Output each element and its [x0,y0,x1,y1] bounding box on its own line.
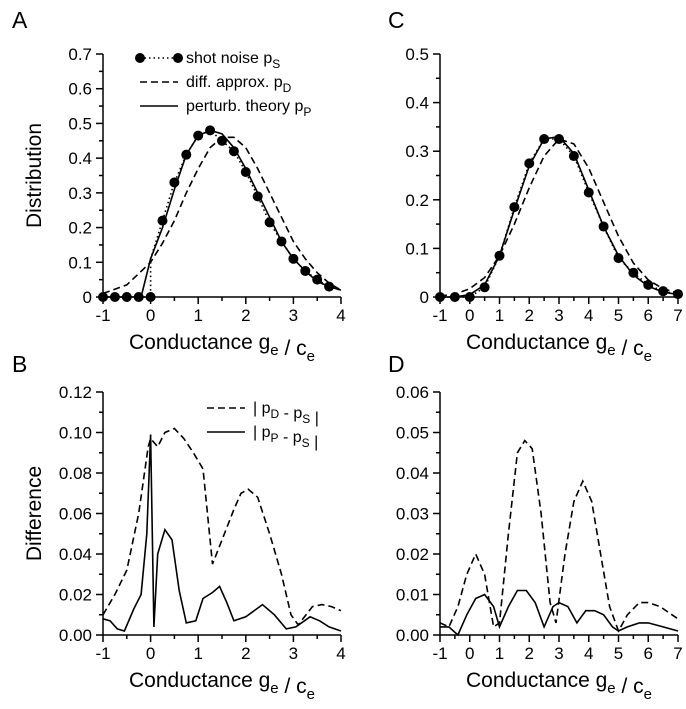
x-tick-label: 6 [644,306,653,325]
y-tick-label: 0.4 [405,94,429,113]
panel-label: A [12,7,28,33]
legend-marker [173,53,183,63]
y-tick-label: 0 [83,288,92,307]
y-tick-label: 0.1 [405,239,429,258]
y-tick-label: 0.00 [59,626,92,645]
x-tick-label: 2 [241,306,250,325]
series-line [439,138,679,297]
series-line [439,439,679,633]
y-tick-label: 0.06 [396,383,429,402]
series-line [440,138,679,298]
y-tick-label: 0.2 [68,219,92,238]
legend-label: perturb. theory pP [186,98,311,119]
y-tick-label: 0.03 [396,505,429,524]
y-tick-label: 0.7 [68,45,92,64]
y-tick-label: 0.04 [396,464,429,483]
data-point [145,292,156,302]
y-tick-label: 0.10 [59,424,92,443]
x-tick-label: 4 [336,306,345,325]
series-line [102,427,342,627]
y-tick-label: 0.02 [59,586,92,605]
y-tick-label: 0.3 [68,184,92,203]
x-axis-label: Conductance ge / ce [466,331,652,365]
series-line [102,136,342,295]
y-tick-label: 0.00 [396,626,429,645]
series-line [103,129,342,298]
y-axis-label: Difference [23,466,46,561]
x-axis-label: Conductance ge / ce [466,669,652,703]
y-tick-label: 0.6 [68,80,92,99]
panel-label: D [388,351,405,377]
x-tick-label: -1 [432,644,447,663]
x-tick-label: 0 [146,644,155,663]
y-tick-label: 0.2 [405,191,429,210]
y-tick-label: 0.5 [68,114,92,133]
legend: | pD - pS || pP - pS | [207,400,319,451]
y-tick-label: 0.08 [59,464,92,483]
x-tick-label: 5 [614,306,623,325]
x-tick-label: 7 [673,644,682,663]
x-tick-label: 2 [241,644,250,663]
series-line [440,135,679,298]
panel-label: B [12,351,27,377]
legend-marker [135,53,145,63]
x-tick-label: 0 [465,306,474,325]
y-tick-label: 0.4 [68,149,92,168]
x-tick-label: 5 [614,644,623,663]
y-tick-label: 0.12 [59,383,92,402]
x-tick-label: 2 [525,306,534,325]
x-tick-label: 4 [584,644,593,663]
x-tick-label: -1 [95,644,110,663]
y-tick-label: 0.04 [59,545,92,564]
x-tick-label: 1 [495,644,504,663]
x-tick-label: 1 [495,306,504,325]
y-axis-label: Distribution [23,123,46,228]
x-tick-label: 2 [525,644,534,663]
data-point [464,292,475,302]
y-tick-label: 0.5 [405,45,429,64]
x-tick-label: 6 [644,644,653,663]
x-tick-label: 0 [465,644,474,663]
x-tick-label: 3 [554,644,563,663]
series-line [440,589,679,637]
legend-label: shot noise pS [186,50,280,71]
y-tick-label: 0.1 [68,253,92,272]
x-tick-label: 3 [289,306,298,325]
legend: shot noise pS diff. approx. pD perturb. th… [135,50,311,119]
y-tick-label: 0.01 [396,586,429,605]
legend-label: diff. approx. pD [186,74,292,95]
data-point [217,135,227,146]
panel-label: C [388,7,405,33]
x-tick-label: 1 [193,306,202,325]
data-point [264,217,275,228]
x-tick-label: -1 [95,306,110,325]
x-tick-label: 4 [584,306,593,325]
series-line [103,129,342,298]
x-tick-label: 3 [289,644,298,663]
legend-label: | pP - pS | [253,424,318,451]
x-tick-label: 7 [673,306,682,325]
y-tick-label: 0.02 [396,545,429,564]
x-tick-label: 1 [193,644,202,663]
data-point [479,282,490,293]
y-tick-label: 0.05 [396,424,429,443]
legend-label: | pD - pS | [253,400,319,427]
x-axis-label: Conductance ge / ce [129,331,315,365]
panel-b: B -1 0 1 2 3 4 0.00 0.02 0.04 0.06 0.08 0.10 0.12 Cond… [12,351,346,703]
x-tick-label: -1 [432,306,447,325]
y-tick-label: 0.3 [405,142,429,161]
x-tick-label: 0 [146,306,155,325]
series-line [102,434,342,632]
x-axis-label: Conductance ge / ce [129,669,315,703]
y-tick-label: 0.06 [59,505,92,524]
x-tick-label: 3 [554,306,563,325]
panel-d: D -1 0 1 2 3 4 5 6 7 0.00 0.01 0.02 0.03 0.04 0.05 0.06 C… [388,351,683,703]
panel-a: A-1 0 1 2 3 400.10.20.30.40.50.60.7Conductanc… [12,7,346,365]
data-point [628,267,639,278]
data-point [613,253,624,264]
x-tick-label: 4 [336,644,345,663]
y-tick-label: 0 [420,288,429,307]
